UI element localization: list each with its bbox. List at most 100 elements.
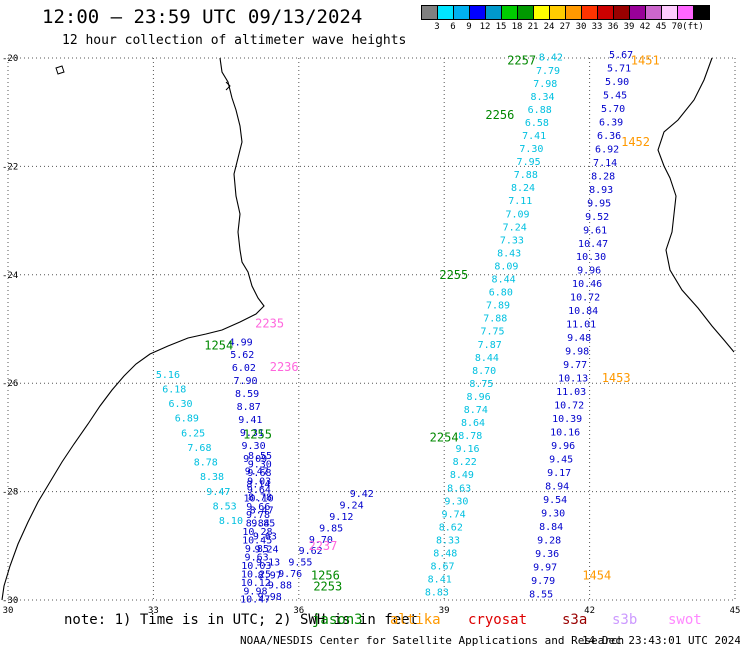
- wave-height-label: 8.64: [461, 418, 485, 429]
- wave-height-label: 8.84: [246, 519, 270, 530]
- wave-height-label: 7.75: [480, 327, 504, 338]
- legend-label: 70: [671, 22, 683, 32]
- wave-height-label: 7.88: [514, 170, 538, 181]
- wave-height-label: 8.75: [469, 379, 493, 390]
- wave-height-label: 8.42: [539, 53, 563, 64]
- wave-height-label: 9.45: [549, 454, 573, 465]
- track-track-a: 8.83 8.41 8.67 8.48 8.33 8.62 9.74 9.30 8.63 8.49…: [425, 53, 563, 599]
- wave-height-label: 8.48: [433, 549, 457, 560]
- wave-height-label: 9.48: [567, 333, 591, 344]
- wave-height-label: 9.96: [551, 441, 575, 452]
- wave-height-label: 9.63: [245, 552, 269, 563]
- wave-height-label: 9.98: [565, 347, 589, 358]
- wave-height-label: 9.42: [350, 489, 374, 500]
- wave-height-label: 9.13: [256, 557, 280, 568]
- wave-height-label: 8.70: [472, 366, 496, 377]
- wave-height-label: 8.44: [492, 275, 516, 286]
- wave-height-label: 8.74: [464, 405, 488, 416]
- pass-time-label: 2254: [430, 430, 459, 444]
- wave-height-label: 9.62: [299, 546, 323, 557]
- wave-height-label: 7.88: [483, 314, 507, 325]
- wave-height-label: 8.53: [213, 501, 237, 512]
- wave-height-label: 10.72: [554, 401, 584, 412]
- wave-height-label: 9.98: [258, 592, 282, 603]
- legend-label: 24: [543, 22, 555, 32]
- note-text: note: 1) Time is in UTC; 2) SWH is in fe…: [64, 612, 419, 628]
- wave-height-label: 7.68: [187, 443, 211, 454]
- wave-height-label: 4.99: [229, 337, 253, 348]
- wave-height-label: 9.41: [238, 415, 262, 426]
- wave-height-label: 7.33: [500, 235, 524, 246]
- african-coastline: [1, 57, 265, 601]
- sat-cryosat: cryosat: [468, 612, 528, 628]
- wave-height-label: 8.24: [511, 183, 535, 194]
- legend-label: 30: [575, 22, 587, 32]
- legend-label: 45: [655, 22, 667, 32]
- wave-height-label: 6.80: [489, 288, 513, 299]
- wave-height-label: 9.47: [245, 467, 269, 478]
- wave-height-label: 7.41: [522, 131, 546, 142]
- wave-height-label: 8.22: [453, 457, 477, 468]
- wave-height-label: 8.09: [494, 261, 518, 272]
- wave-height-label: 5.90: [605, 77, 629, 88]
- wave-height-label: 5.71: [607, 63, 631, 74]
- wave-height-label: 8.67: [430, 562, 454, 573]
- wave-height-label: 8.94: [545, 481, 569, 492]
- x-tick-label: 30: [3, 606, 14, 616]
- altimeter-tracks: 8.83 8.41 8.67 8.48 8.33 8.62 9.74 9.30 8.63 8.49…: [156, 50, 633, 606]
- credit-text: NOAA/NESDIS Center for Satellite Applica…: [240, 634, 625, 647]
- wave-height-label: 9.95: [587, 198, 611, 209]
- wave-height-label: 10.72: [570, 293, 600, 304]
- legend-label: 3: [434, 22, 440, 32]
- legend-label: 27: [559, 22, 571, 32]
- coast-inlet: [225, 81, 231, 91]
- wave-height-label: 6.58: [525, 118, 549, 129]
- wave-height-label: 10.12: [241, 578, 271, 589]
- legend-label: 33: [591, 22, 603, 32]
- pass-time-label: 2237: [308, 539, 337, 553]
- track-track-e: 8.979.139.249.639.858.478.788.149.479.09…: [229, 337, 282, 581]
- wave-height-label: 9.47: [206, 487, 230, 498]
- pass-time-label: 2235: [255, 317, 284, 331]
- x-tick-label: 45: [730, 606, 740, 616]
- y-tick-label: -30: [2, 596, 18, 606]
- wave-height-label: 8.97: [258, 570, 282, 581]
- wave-height-label: 9.28: [537, 535, 561, 546]
- wave-height-label: 8.93: [589, 185, 613, 196]
- wave-height-label: 7.14: [593, 158, 617, 169]
- wave-height-label: 8.84: [539, 522, 563, 533]
- wave-height-label: 9.85: [245, 544, 269, 555]
- wave-height-label: 7.09: [505, 209, 529, 220]
- pass-time-label: 1255: [243, 428, 272, 442]
- legend-label: 36: [607, 22, 619, 32]
- wave-height-label: 7.87: [478, 340, 502, 351]
- credit-date: 14 Dec 23:43:01 UTC 2024: [582, 634, 740, 647]
- wave-height-label: 8.83: [425, 588, 449, 599]
- wave-height-label: 8.62: [439, 522, 463, 533]
- pass-time-label: 1254: [204, 338, 233, 352]
- wave-height-label: 9.88: [268, 581, 292, 592]
- wave-height-label: 10.47: [578, 239, 608, 250]
- wave-height-label: 10.47: [240, 595, 270, 606]
- wave-height-label: 9.66: [246, 502, 270, 513]
- wave-height-label: 5.16: [156, 370, 180, 381]
- legend-label: 15: [495, 22, 507, 32]
- wave-height-label: 8.78: [194, 458, 218, 469]
- legend-label: 9: [466, 22, 472, 32]
- wave-height-label: 5.70: [601, 104, 625, 115]
- wave-height-label: 9.61: [583, 225, 607, 236]
- wave-height-label: 6.88: [528, 105, 552, 116]
- legend-swatches: [421, 5, 710, 20]
- wave-height-label: 9.30: [444, 496, 468, 507]
- wave-height-label: 9.79: [531, 576, 555, 587]
- time-labels: 1451 1452 1453 1454 2257 2256 2255 2254 22531256…: [204, 54, 659, 594]
- wave-height-label: 5.45: [603, 90, 627, 101]
- wave-height-label: 6.89: [175, 414, 199, 425]
- wave-height-label: 9.30: [541, 508, 565, 519]
- legend-label: 6: [450, 22, 456, 32]
- wave-height-label: 7.90: [233, 376, 257, 387]
- track-track-b: 8.55 9.79 9.97 9.36 9.28 8.84 9.30 9.54 8.94 9.17…: [529, 50, 633, 600]
- wave-height-label: 6.18: [162, 384, 186, 395]
- legend-label: 18: [511, 22, 523, 32]
